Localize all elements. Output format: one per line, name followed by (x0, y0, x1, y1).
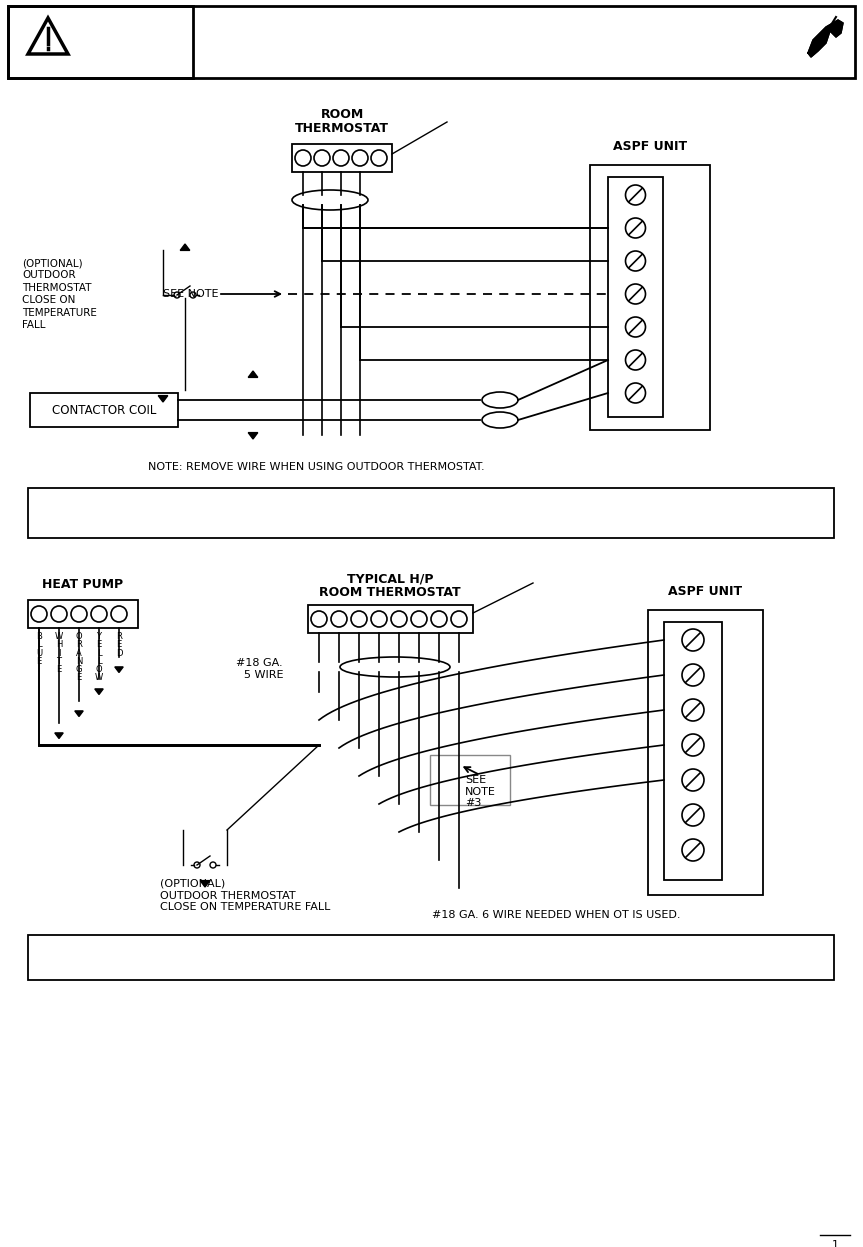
Text: SEE NOTE: SEE NOTE (162, 289, 218, 299)
Text: O
R
A
N
G
E: O R A N G E (76, 632, 82, 682)
Text: 1: 1 (831, 1240, 839, 1247)
Text: ROOM THERMOSTAT: ROOM THERMOSTAT (319, 586, 461, 599)
Text: ROOM: ROOM (320, 108, 363, 121)
Bar (308, 605, 473, 633)
Text: W
H
I
T
E: W H I T E (55, 632, 63, 675)
Text: #18 GA.
5 WIRE: #18 GA. 5 WIRE (236, 658, 283, 680)
Bar (430, 754, 510, 806)
Polygon shape (808, 20, 843, 57)
Text: SEE
NOTE
#3: SEE NOTE #3 (465, 774, 496, 808)
Text: ASPF UNIT: ASPF UNIT (613, 140, 687, 153)
Text: #18 GA. 6 WIRE NEEDED WHEN OT IS USED.: #18 GA. 6 WIRE NEEDED WHEN OT IS USED. (432, 910, 681, 920)
Text: R
E
D: R E D (116, 632, 123, 657)
Bar (30, 393, 178, 426)
Text: HEAT PUMP: HEAT PUMP (42, 579, 123, 591)
Text: TYPICAL H/P: TYPICAL H/P (347, 572, 433, 585)
Bar (664, 622, 722, 880)
Polygon shape (180, 244, 190, 251)
Bar (8, 6, 193, 79)
Text: (OPTIONAL)
OUTDOOR THERMOSTAT
CLOSE ON TEMPERATURE FALL: (OPTIONAL) OUTDOOR THERMOSTAT CLOSE ON T… (160, 879, 331, 913)
Bar (8, 6, 855, 79)
Polygon shape (115, 667, 123, 672)
Bar (648, 610, 763, 895)
Bar (608, 177, 663, 416)
Bar (590, 165, 710, 430)
Text: THERMOSTAT: THERMOSTAT (295, 122, 389, 135)
Text: (OPTIONAL)
OUTDOOR
THERMOSTAT
CLOSE ON
TEMPERATURE
FALL: (OPTIONAL) OUTDOOR THERMOSTAT CLOSE ON T… (22, 258, 97, 330)
Bar (28, 600, 138, 628)
Bar (28, 488, 834, 537)
Polygon shape (95, 688, 104, 695)
Polygon shape (249, 433, 258, 439)
Bar (28, 935, 834, 980)
Polygon shape (54, 733, 63, 738)
Bar (292, 143, 392, 172)
Polygon shape (75, 711, 83, 717)
Text: NOTE: REMOVE WIRE WHEN USING OUTDOOR THERMOSTAT.: NOTE: REMOVE WIRE WHEN USING OUTDOOR THE… (148, 461, 485, 473)
Text: Y
E
L
L
O
W: Y E L L O W (95, 632, 103, 682)
Polygon shape (158, 395, 167, 402)
Text: B
L
U
E: B L U E (36, 632, 42, 666)
Polygon shape (249, 372, 258, 378)
Text: ASPF UNIT: ASPF UNIT (669, 585, 742, 599)
Text: CONTACTOR COIL: CONTACTOR COIL (52, 404, 156, 416)
Polygon shape (200, 880, 210, 887)
